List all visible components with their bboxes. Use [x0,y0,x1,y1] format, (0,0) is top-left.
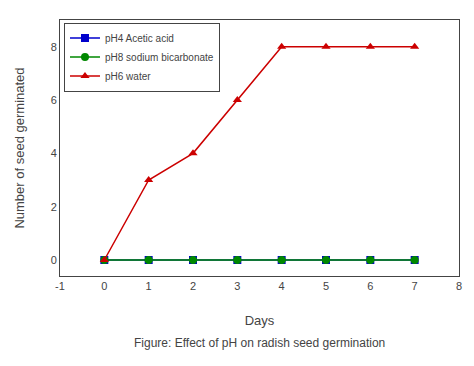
svg-text:pH4 Acetic acid: pH4 Acetic acid [105,33,174,44]
svg-text:4: 4 [279,280,285,292]
svg-text:Number of seed germinated: Number of seed germinated [12,67,27,228]
svg-text:pH6 water: pH6 water [105,71,151,82]
svg-text:-1: -1 [55,280,65,292]
svg-text:Figure: Effect of pH on radish: Figure: Effect of pH on radish seed germ… [134,336,385,350]
svg-text:5: 5 [323,280,329,292]
svg-text:6: 6 [367,280,373,292]
svg-text:6: 6 [51,94,57,106]
svg-text:1: 1 [146,280,152,292]
svg-text:3: 3 [234,280,240,292]
svg-text:4: 4 [51,147,57,159]
svg-text:0: 0 [101,280,107,292]
svg-text:pH8 sodium bicarbonate: pH8 sodium bicarbonate [105,52,214,63]
svg-text:2: 2 [51,201,57,213]
svg-text:8: 8 [456,280,462,292]
svg-text:2: 2 [190,280,196,292]
svg-text:Days: Days [245,313,275,328]
svg-text:0: 0 [51,254,57,266]
svg-text:7: 7 [412,280,418,292]
svg-text:8: 8 [51,41,57,53]
